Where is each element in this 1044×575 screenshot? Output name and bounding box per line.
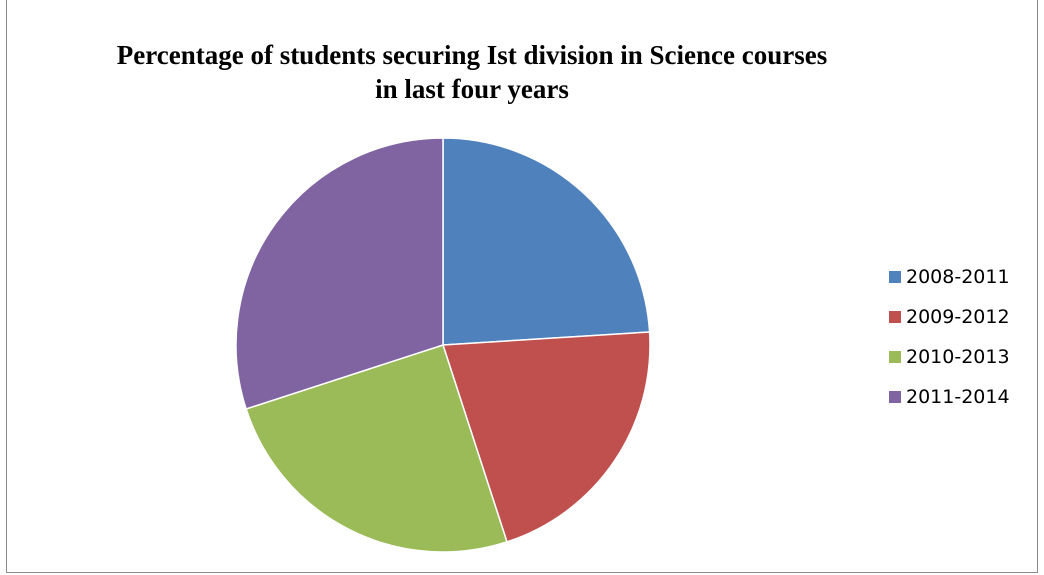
pie-slices [236, 138, 650, 552]
legend-swatch [889, 351, 901, 363]
legend-item-2010-2013: 2010-2013 [889, 337, 1010, 377]
legend-item-2008-2011: 2008-2011 [889, 257, 1010, 297]
legend-label: 2011-2014 [906, 386, 1010, 408]
legend-swatch [889, 271, 901, 283]
legend-label: 2010-2013 [906, 346, 1010, 368]
pie-chart [7, 0, 1037, 573]
legend-swatch [889, 311, 901, 323]
legend: 2008-2011 2009-2012 2010-2013 2011-2014 [889, 257, 1010, 417]
legend-label: 2008-2011 [906, 266, 1010, 288]
pie-slice-2008-2011 [443, 138, 650, 345]
legend-item-2009-2012: 2009-2012 [889, 297, 1010, 337]
chart-frame: Percentage of students securing Ist divi… [6, 0, 1038, 573]
legend-swatch [889, 391, 901, 403]
legend-label: 2009-2012 [906, 306, 1010, 328]
legend-item-2011-2014: 2011-2014 [889, 377, 1010, 417]
